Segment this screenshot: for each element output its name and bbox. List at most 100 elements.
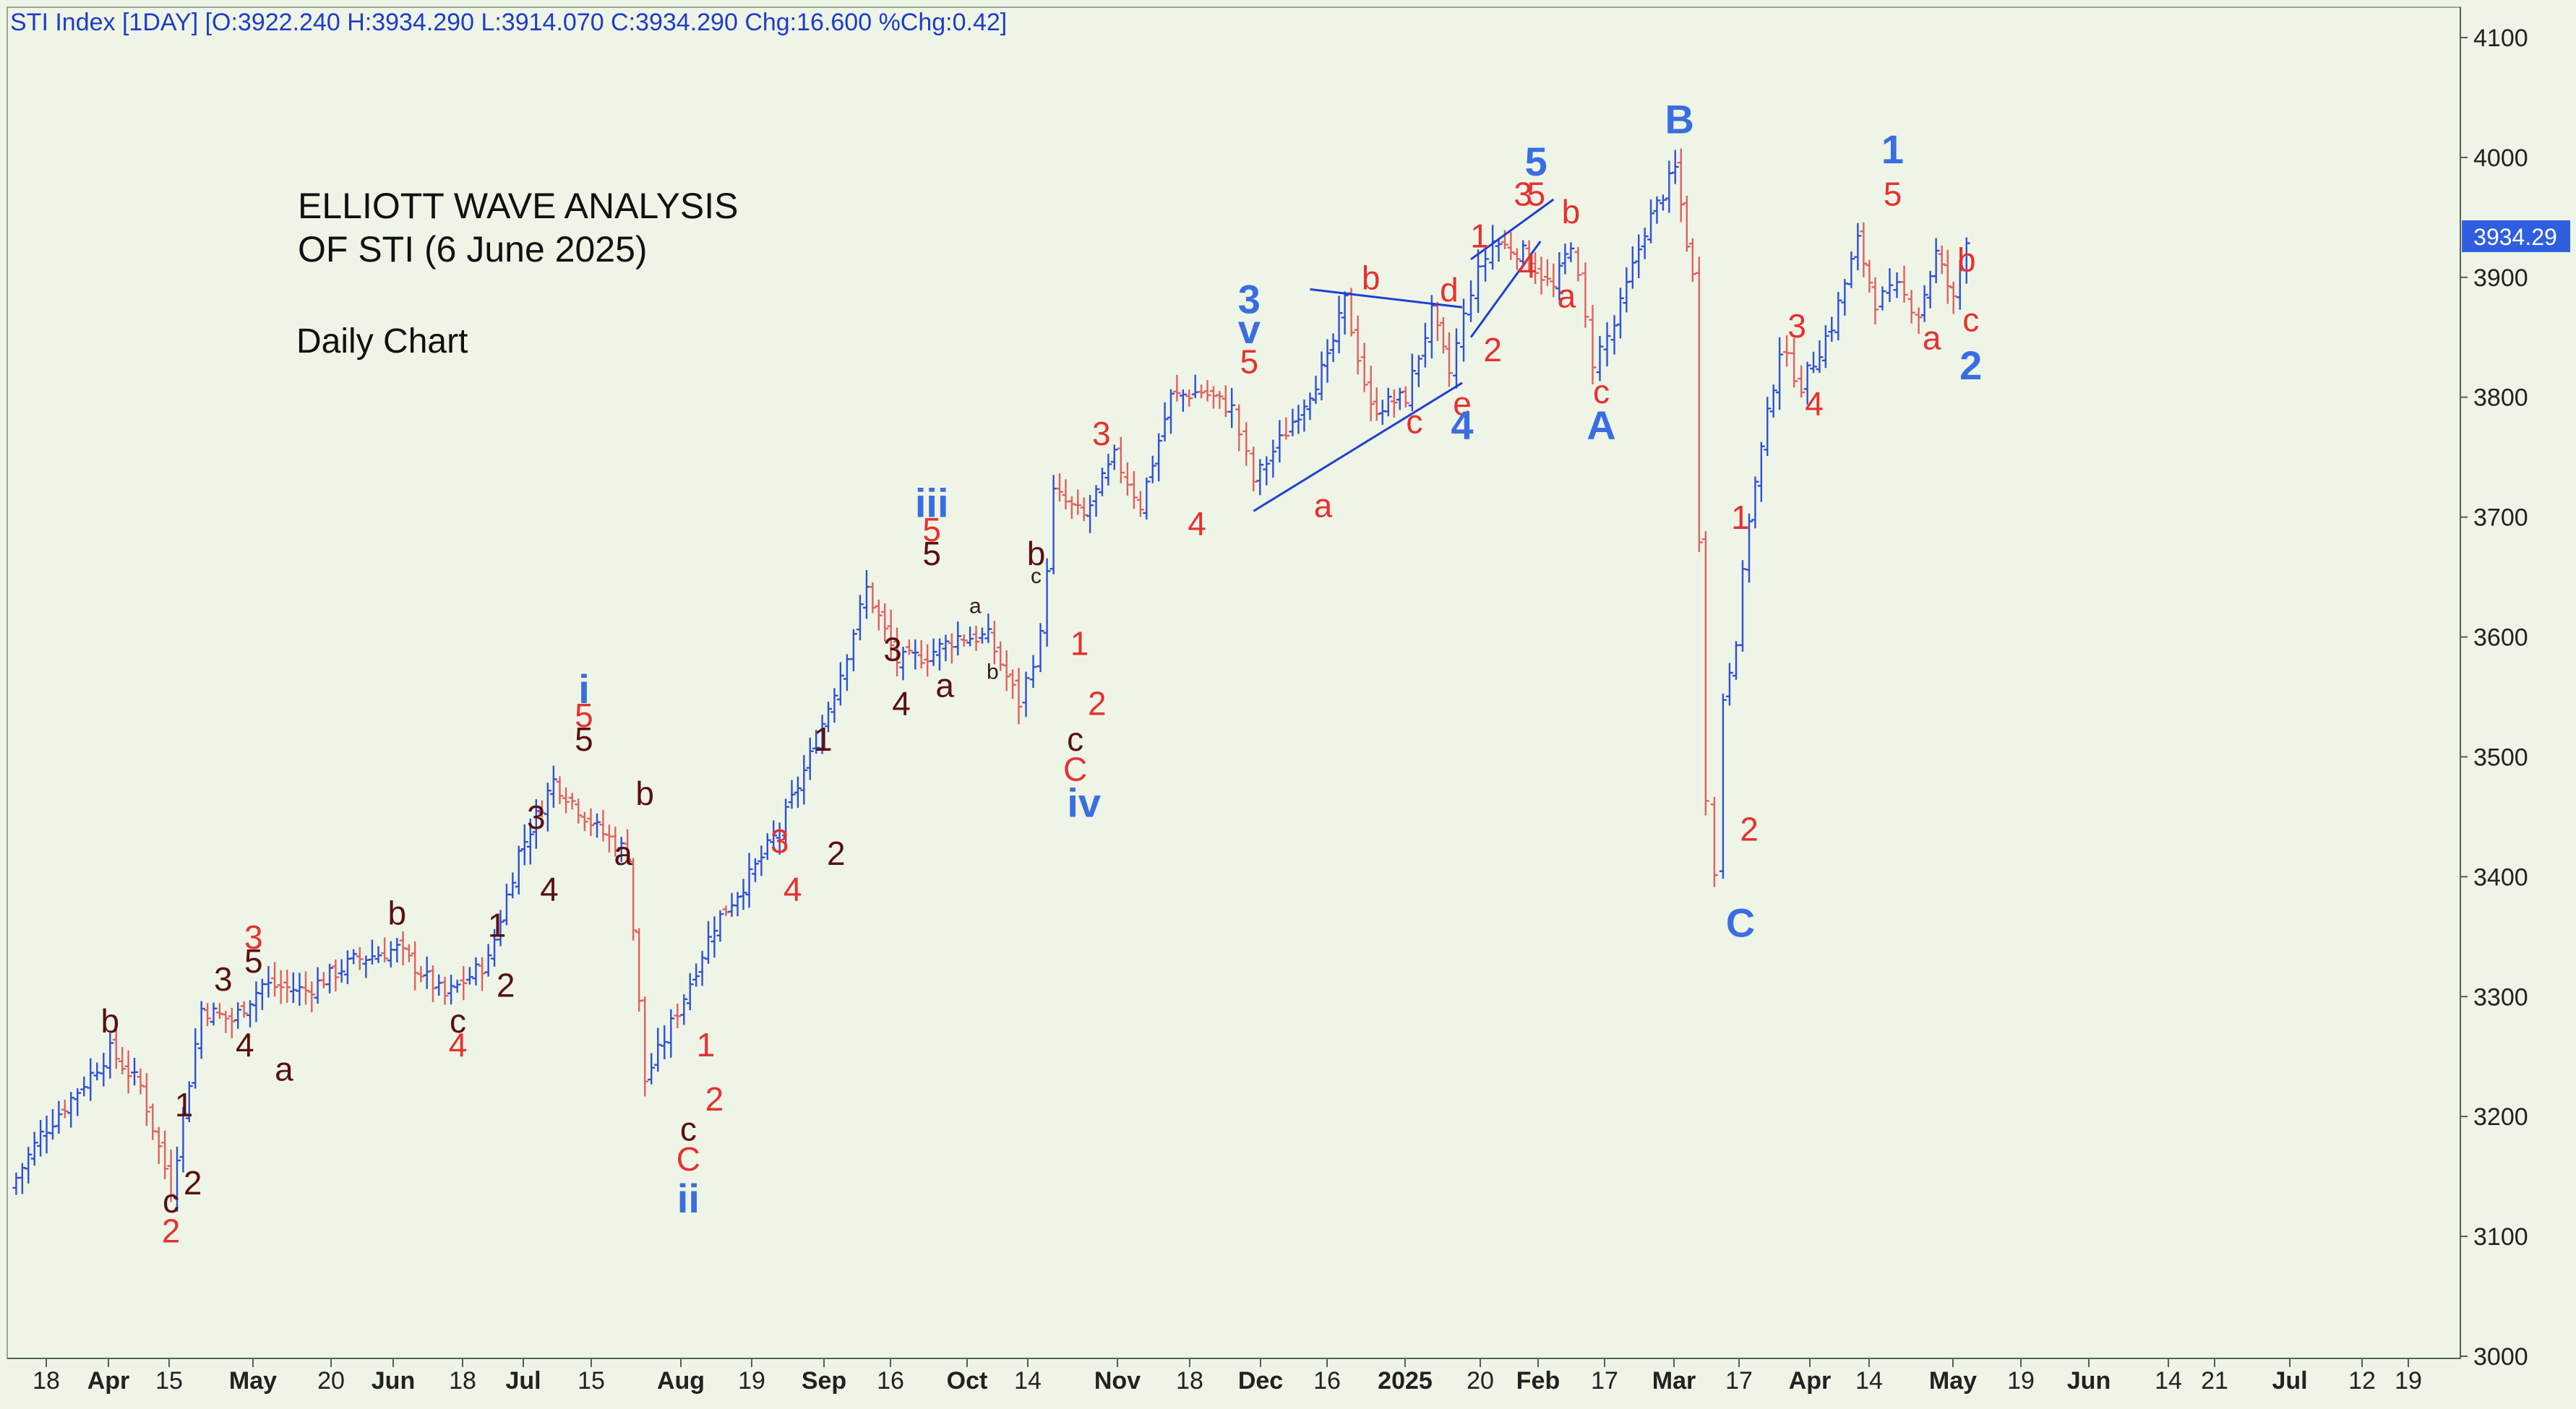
price-bar <box>350 949 358 965</box>
price-axis: 4100 4000 3900 3800 3700 3600 3500 3400 3300 3200… <box>2460 25 2528 1371</box>
price-bar <box>1581 262 1589 328</box>
price-bar <box>1036 623 1044 673</box>
price-bar <box>1589 304 1597 385</box>
price-bar <box>800 754 808 805</box>
price-bar <box>265 966 272 998</box>
x-tick-label: Apr <box>87 1367 130 1395</box>
price-bar <box>374 946 382 963</box>
wave-label: 1 <box>488 906 507 944</box>
price-bar <box>106 1033 114 1079</box>
x-tick-label: 14 <box>1855 1367 1883 1395</box>
price-bar <box>74 1088 82 1116</box>
price-bar <box>1173 374 1181 402</box>
price-bar <box>308 981 316 1012</box>
price-bar <box>1235 404 1243 452</box>
price-bar <box>893 627 901 677</box>
price-bar <box>686 973 694 1011</box>
wave-label: 3 <box>1787 307 1806 345</box>
price-bar <box>806 738 814 780</box>
price-bar <box>917 640 925 669</box>
y-tick-label: 4100 <box>2473 25 2528 52</box>
price-bar <box>1710 797 1718 887</box>
price-bar <box>1879 286 1886 311</box>
price-bar <box>197 1001 205 1059</box>
price-bar <box>1847 251 1855 288</box>
price-bar <box>67 1092 75 1128</box>
price-bar <box>818 715 826 754</box>
wave-label: c <box>1593 373 1610 410</box>
price-bar <box>1242 422 1250 466</box>
wave-label: 1 <box>175 1086 194 1124</box>
price-bar <box>1009 669 1017 699</box>
price-bar <box>1401 386 1409 408</box>
price-bar <box>654 1027 662 1072</box>
price-bar <box>770 820 778 851</box>
wave-label: b <box>1957 241 1976 279</box>
y-tick-label: 3700 <box>2473 504 2528 532</box>
wave-label: a <box>1923 319 1941 356</box>
price-bar <box>1677 148 1685 223</box>
price-bar <box>887 609 895 660</box>
price-bar <box>228 1007 236 1039</box>
price-bar <box>1367 366 1375 422</box>
price-bar <box>55 1100 63 1134</box>
price-bar <box>411 941 419 991</box>
price-bar <box>478 957 486 991</box>
price-bar <box>1671 150 1679 184</box>
wave-label: 5 <box>575 720 593 758</box>
price-bar <box>936 638 944 671</box>
price-bar <box>112 1029 120 1069</box>
x-tick-label: Apr <box>1789 1367 1832 1395</box>
x-tick-label: 20 <box>317 1367 345 1395</box>
price-bar <box>782 798 790 844</box>
x-tick-label: May <box>229 1367 277 1395</box>
price-bar <box>381 937 389 962</box>
price-bar <box>1532 252 1540 285</box>
price-bar <box>1341 291 1349 335</box>
x-tick-label: 16 <box>1313 1367 1341 1395</box>
y-tick-label: 3100 <box>2473 1223 2528 1251</box>
price-bar <box>1854 223 1862 271</box>
wave-label: 1 <box>697 1026 716 1064</box>
price-bar <box>1701 531 1709 816</box>
price-bar <box>899 647 907 681</box>
price-bar <box>1900 265 1908 303</box>
price-bar <box>526 818 534 865</box>
wave-label: 1 <box>1881 126 1904 172</box>
wave-label: a <box>275 1050 293 1087</box>
price-bar <box>549 765 557 808</box>
price-bar <box>1603 322 1611 367</box>
price-bar <box>1074 489 1082 515</box>
price-bar <box>124 1050 132 1094</box>
price-bar <box>61 1099 69 1119</box>
price-bar <box>131 1057 139 1086</box>
price-bar <box>875 600 883 631</box>
price-bar <box>1384 387 1392 417</box>
price-bar <box>1482 250 1490 282</box>
price-bar <box>966 626 974 647</box>
price-bar <box>757 845 765 876</box>
price-bar <box>1323 339 1331 383</box>
price-bar <box>210 1002 218 1026</box>
price-bar <box>1596 336 1604 382</box>
price-bar <box>1354 315 1362 375</box>
price-bar <box>453 979 461 993</box>
price-bar <box>37 1119 45 1157</box>
x-tick-label: 20 <box>1467 1367 1494 1395</box>
wave-label: iv <box>1067 780 1101 825</box>
price-bar <box>705 921 713 964</box>
price-bar <box>1769 384 1777 418</box>
x-tick-label: 12 <box>2348 1367 2376 1395</box>
price-bar <box>302 971 310 1005</box>
wave-label: 3 <box>770 822 789 860</box>
wave-label: 3 <box>1514 175 1532 212</box>
price-bar <box>1751 476 1759 529</box>
wave-label: 1 <box>1470 217 1489 254</box>
price-bar <box>1467 280 1475 322</box>
wave-label: 2 <box>1959 342 1982 388</box>
price-bar <box>1092 485 1100 517</box>
price-bar <box>745 853 753 908</box>
price-bar <box>1834 291 1842 340</box>
